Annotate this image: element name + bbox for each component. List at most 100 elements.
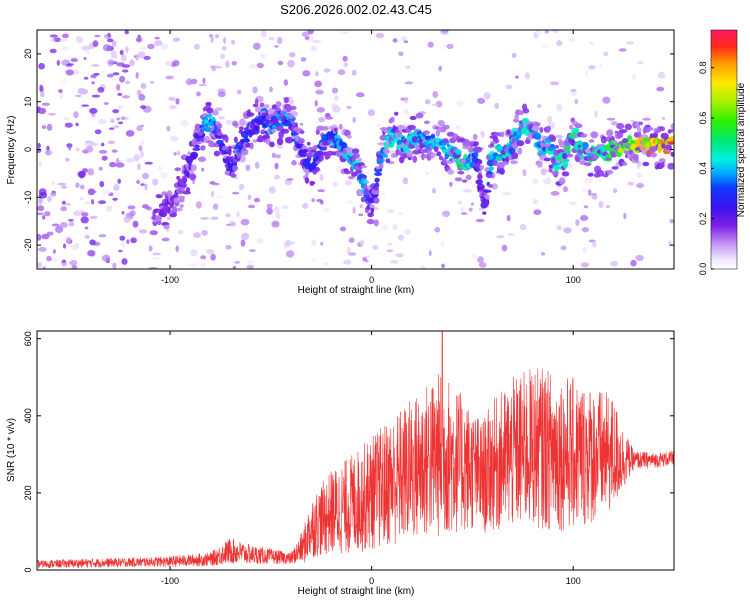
spectrogram-cell <box>610 136 615 140</box>
spectrogram-cell <box>190 164 197 172</box>
spectrogram-cell <box>507 233 515 236</box>
spectrogram-cell <box>611 166 619 170</box>
spectrogram-cell <box>477 97 486 104</box>
spectrogram-cell <box>101 142 105 147</box>
spectrogram-cell <box>581 227 590 233</box>
spectrogram-cell <box>406 150 414 158</box>
spectrogram-cell <box>552 30 559 34</box>
spectrogram-cell <box>194 123 201 131</box>
spectrogram-cell <box>252 42 261 50</box>
spectrogram-cell <box>266 207 273 215</box>
spectrogram-cell <box>98 118 107 125</box>
spectrogram-cell <box>472 133 478 141</box>
spectrogram-cell <box>116 157 120 165</box>
spectrogram-cell <box>485 193 490 201</box>
spectrogram-cell <box>225 119 233 126</box>
spectrogram-cell <box>198 83 207 87</box>
spectrogram-cell <box>256 237 264 244</box>
spectrogram-cell <box>465 156 471 164</box>
spectrogram-cell <box>318 117 326 123</box>
spectrogram-cell <box>274 45 279 48</box>
spectrogram-cell <box>107 38 114 43</box>
spectrogram-cell <box>407 124 416 131</box>
spectrogram-cell <box>587 172 594 177</box>
spectrogram-cell <box>360 165 367 169</box>
spectrogram-cell <box>499 167 505 175</box>
spectrogram-cell <box>246 264 254 269</box>
spectrogram-cell <box>248 64 258 69</box>
spectrogram-cell <box>656 138 661 146</box>
spectrogram-cell <box>455 100 465 107</box>
spectrogram-cell <box>107 32 111 38</box>
spectrogram-cell <box>370 206 375 214</box>
spectrogram-cell <box>474 163 481 170</box>
spectrogram-cell <box>256 62 264 69</box>
spectrogram-cell <box>274 162 279 170</box>
spectrogram-cell <box>484 199 490 207</box>
spectrogram-cell <box>132 220 139 228</box>
spectrogram-cell <box>505 84 513 90</box>
spectrogram-cell <box>177 195 185 200</box>
spectrogram-cell <box>38 107 47 115</box>
spectrogram-cell <box>140 140 145 145</box>
spectrogram-cell <box>224 135 229 143</box>
spectrogram-cell <box>415 112 424 119</box>
spectrogram-cell <box>137 163 141 171</box>
spectrogram-cell <box>144 161 153 165</box>
spectrogram-cell <box>198 130 204 137</box>
spectrogram-cell <box>50 38 56 42</box>
spectrogram-cell <box>488 166 494 172</box>
spectrogram-cell <box>458 200 462 206</box>
spectrogram-cell <box>236 211 240 218</box>
spectrogram-cell <box>602 96 611 104</box>
spectrogram-cell <box>306 152 314 158</box>
spectrogram-cell <box>537 104 542 108</box>
spectrogram-cell <box>198 156 206 162</box>
spectrogram-cell <box>161 237 170 242</box>
spectrogram-cell <box>501 244 508 252</box>
spectrogram-cell <box>427 41 434 48</box>
spectrogram-cell <box>227 145 233 150</box>
spectrogram-cell <box>137 51 146 59</box>
spectrogram-cell <box>375 32 384 39</box>
spectrogram-cell <box>398 212 403 216</box>
spectrogram-cell <box>254 106 263 113</box>
spectrogram-cell <box>647 127 654 131</box>
spectrogram-cell <box>316 125 325 131</box>
spectrogram-cell <box>630 119 635 123</box>
spectrogram-cell <box>201 167 205 172</box>
spectrogram-cell <box>185 187 190 193</box>
spectrogram-cell <box>152 256 160 261</box>
spectrogram-cell <box>260 30 267 38</box>
spectrogram-cell <box>446 43 454 50</box>
spectrogram-cell <box>398 51 404 57</box>
spectrogram-cell <box>70 58 78 62</box>
spectrogram-cell <box>164 60 173 66</box>
spectrogram-cell <box>652 132 659 138</box>
spectrogram-cell <box>386 249 394 253</box>
spectrogram-cell <box>395 253 404 258</box>
spectrogram-cell <box>392 223 398 231</box>
spectrogram-cell <box>101 254 111 262</box>
spectrogram-cell <box>112 72 120 76</box>
spectrogram-cell <box>483 189 492 193</box>
colorbar: 0.0 0.2 0.4 0.6 0.8 Normalized spectral ampl… <box>698 29 747 275</box>
spectrogram-cell <box>546 125 551 132</box>
spectrogram-cell <box>42 215 46 220</box>
spectrogram-cell <box>325 116 334 120</box>
spectrogram-cell <box>254 161 260 169</box>
spectrogram-cell <box>119 235 126 241</box>
spectrogram-cell <box>373 186 379 191</box>
spectrogram-cell <box>518 110 525 116</box>
spectrogram-cell <box>442 210 450 217</box>
spectrogram-cell <box>363 188 371 195</box>
spectrogram-cell <box>195 141 202 145</box>
spectrogram-cell <box>506 214 511 222</box>
spectrogram-cell <box>329 125 334 130</box>
spectrogram-cell <box>89 239 96 246</box>
spectrogram-cell <box>623 212 627 220</box>
spectrogram-cell <box>110 118 115 123</box>
spectrogram-cell <box>58 89 63 93</box>
spectrogram-cell <box>267 107 275 115</box>
